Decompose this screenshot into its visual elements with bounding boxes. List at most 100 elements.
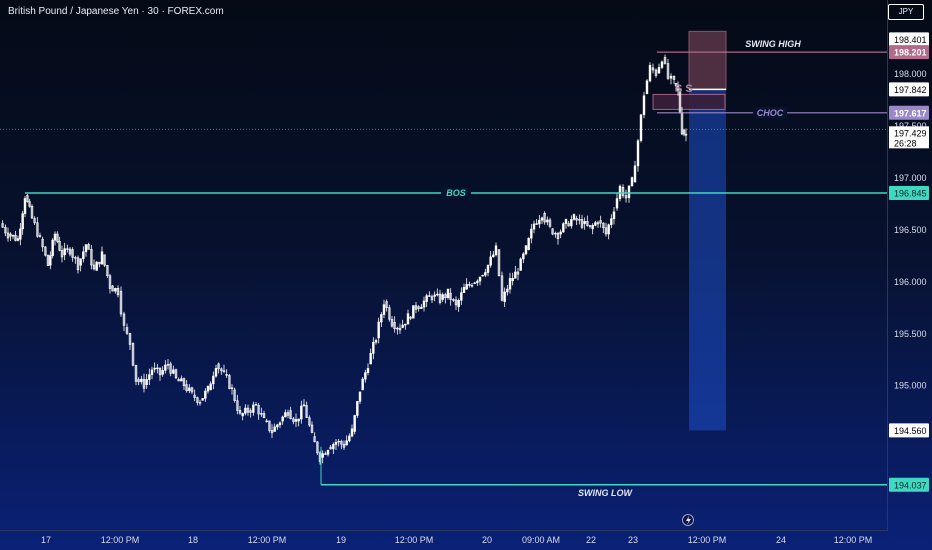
candle-body [651,67,655,71]
choc-label-bg [753,106,787,119]
candle-body [212,375,215,385]
candle-body [452,299,455,301]
candle-body [441,294,444,300]
candle-body [630,177,634,187]
candle-body [68,248,72,255]
candle-body [257,405,260,415]
candle-body [286,412,290,416]
candle-body [420,306,423,309]
candle-body [414,305,418,310]
candle-body [385,301,388,308]
candle-body [169,363,172,374]
candle-body [669,75,673,79]
currency-selector[interactable]: JPY [888,4,924,20]
candle-body [16,238,20,241]
candle-body [636,140,640,167]
candle-body [412,305,415,319]
bos-label-bg [441,187,471,200]
candle-body [260,413,263,415]
candle-body [599,220,602,224]
candle-body [567,223,570,227]
candle-body [358,391,362,402]
candle-body [642,95,646,116]
bos-price-tag-bg [889,186,929,201]
candle-body [84,244,88,253]
candle-body [430,296,434,301]
candle-body [46,254,50,266]
lightning-icon [686,516,691,525]
candle-body [361,378,364,391]
time-tick-label: 12:00 PM [834,535,873,545]
candle-body [116,287,120,296]
candle-body [172,369,175,374]
candle-body [281,416,284,422]
candle-body [58,241,61,251]
candle-body [462,287,466,293]
candle-body [674,83,678,87]
candle-body [366,368,370,373]
candle-body [596,222,600,225]
candle-body [546,219,549,223]
candle-body [492,254,495,258]
bos-price-tag: 196.845 [894,189,927,199]
candle-body [478,276,482,282]
candle-body [657,67,661,74]
candle-body [428,295,431,297]
candle-body [494,245,498,256]
zone-top-price-tag: 198.401 [894,35,927,45]
candle-body [514,271,517,279]
candle-body [125,327,129,334]
candle-body [388,307,391,320]
target-price-tag-bg [889,423,929,438]
candle-body [639,114,643,141]
candle-body [607,224,610,235]
candle-body [486,264,490,273]
candle-body [137,379,140,383]
time-tick-label: 09:00 AM [522,535,560,545]
candle-body [562,223,565,233]
candle-body [390,318,394,327]
candle-body [666,63,670,79]
time-tick-label: 12:00 PM [395,535,434,545]
candle-body [44,246,47,256]
candle-body [682,129,686,135]
candle-body [103,254,106,266]
candle-body [660,61,664,68]
candle-body [222,370,226,372]
price-tick-label: 197.000 [894,173,927,183]
swing-low-price-tag-bg [889,477,929,492]
candle-body [503,291,506,302]
candle-body [6,232,10,239]
candle-body [377,321,380,339]
candle-body [11,234,15,237]
candle-body [302,404,306,407]
candle-body [610,218,613,226]
candle-body [225,374,228,376]
candle-body [76,257,80,271]
stop-loss-zone [688,30,727,90]
candle-body [220,368,223,372]
time-tick-label: 18 [188,535,198,545]
candle-body [230,387,234,389]
candle-body [51,239,54,256]
candle-body [570,219,573,227]
candle-body [289,410,292,420]
price-tick-label: 197.500 [894,121,927,131]
candle-body [506,288,509,293]
candle-body [1,223,4,228]
candle-body [204,390,207,399]
candle-body [182,378,186,387]
candle-body [572,214,576,220]
candle-body [353,415,356,432]
candle-body [228,375,231,389]
bos-label: BOS [446,188,466,198]
time-tick-label: 12:00 PM [101,535,140,545]
candle-body [313,436,316,443]
candle-body [148,374,151,380]
choc-price-tag-bg [889,105,929,120]
candle-body [90,249,93,266]
candle-body [273,426,276,432]
candle-body [627,185,631,198]
candle-body [26,195,29,202]
